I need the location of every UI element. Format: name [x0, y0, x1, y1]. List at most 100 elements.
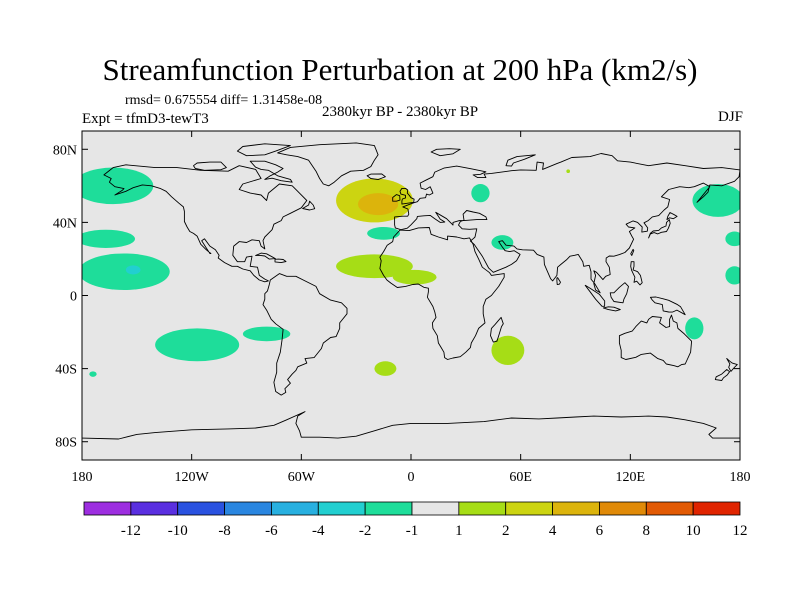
colorbar-swatch	[130, 501, 179, 516]
coast-ireland	[392, 194, 401, 202]
coast-iceland	[366, 173, 386, 181]
colorbar-swatch	[505, 501, 553, 516]
coast-newfoundland	[302, 200, 316, 211]
colorbar: -12 -10 -8 -6 -4 -2 -1 1 2 4 6 8 10 12	[83, 501, 748, 539]
lon-tick-label: 120E	[616, 470, 646, 485]
lon-tick-label: 0	[408, 470, 415, 485]
colorbar-label: -12	[121, 523, 141, 539]
coast-cuba	[255, 252, 276, 260]
lon-tick-label: 120W	[175, 470, 210, 485]
plot-area	[81, 130, 741, 461]
coast-taiwan	[630, 248, 635, 256]
coast-eurasia	[394, 153, 741, 294]
anomaly-scandinavia-low	[471, 184, 490, 203]
colorbar-label: -6	[265, 523, 278, 539]
experiment-label: Expt = tfmD3-tewT3	[82, 111, 209, 127]
colorbar-label: -1	[406, 523, 419, 539]
colorbar-swatch	[552, 501, 600, 516]
lat-tick-label: 0	[70, 290, 77, 305]
map-title: Streamfunction Perturbation at 200 hPa (…	[102, 52, 698, 87]
coast-greenland	[277, 142, 379, 187]
colorbar-label: 1	[455, 523, 463, 539]
colorbar-label: 6	[596, 523, 604, 539]
lon-tick-label: 180	[730, 470, 751, 485]
coast-philippines	[630, 261, 643, 286]
coast-africa	[379, 227, 505, 360]
coast-great-britain	[399, 187, 415, 205]
anomaly-subtropical-pacific-low	[82, 229, 135, 248]
coast-madagascar	[490, 316, 504, 343]
coast-sri-lanka	[556, 277, 561, 285]
coast-borneo	[609, 282, 629, 304]
colorbar-label: -8	[218, 523, 231, 539]
coast-antarctica	[81, 411, 740, 440]
anomaly-south-indian-high	[491, 335, 525, 365]
anomaly-layer	[82, 167, 740, 377]
colorbar-swatch	[177, 501, 225, 516]
colorbar-swatch	[271, 501, 319, 516]
anomaly-equatorial-pacific-core	[125, 265, 141, 275]
lat-tick-label: 40N	[53, 216, 77, 231]
colorbar-label: -2	[359, 523, 372, 539]
coast-north-america	[103, 164, 308, 283]
colorbar-label: 2	[502, 523, 510, 539]
coast-victoria-island	[193, 161, 227, 171]
anomaly-south-pacific-small-low	[89, 371, 97, 377]
anomaly-west-africa-high	[336, 254, 413, 279]
colorbar-swatch	[224, 501, 272, 516]
coast-south-america	[262, 273, 348, 396]
anomaly-north-pacific-west-low	[82, 167, 154, 205]
colorbar-label: 12	[733, 523, 748, 539]
lon-tick-label: 60W	[288, 470, 316, 485]
anomaly-west-pacific-equatorial-low	[725, 266, 740, 285]
coast-japan	[648, 219, 671, 239]
axis-ticks: 80N 40N 0 40S 80S 180 120W 60W 0 60E 120E 180	[53, 131, 751, 485]
anomaly-south-america-low	[155, 328, 240, 362]
lat-tick-label: 80N	[53, 143, 77, 158]
colorbar-swatch	[317, 501, 366, 516]
lat-tick-label: 40S	[55, 363, 77, 378]
colorbar-label: 8	[643, 523, 651, 539]
coast-java	[602, 306, 621, 312]
coast-australia	[618, 314, 693, 368]
coast-ellesmere-island	[236, 143, 291, 157]
coast-new-zealand-north	[726, 357, 738, 372]
coast-hokkaido	[666, 212, 678, 221]
anomaly-north-pacific-east-low	[692, 184, 740, 217]
colorbar-label: 4	[549, 523, 557, 539]
colorbar-swatch	[645, 501, 694, 516]
coast-svalbard	[430, 148, 461, 157]
anomaly-south-atlantic-low	[242, 326, 291, 342]
coast-hispaniola	[274, 258, 287, 264]
anomaly-equatorial-pacific-low	[82, 253, 170, 291]
coast-baffin-island	[249, 160, 293, 183]
colorbar-swatch	[458, 501, 507, 516]
anomaly-africa-high-east	[392, 269, 437, 285]
colorbar-label: 10	[686, 523, 701, 539]
anomaly-south-atlantic-high	[374, 361, 397, 376]
colorbar-swatch	[692, 501, 741, 516]
colorbar-label: -4	[312, 523, 325, 539]
coastlines	[81, 142, 741, 440]
anomaly-australia-low	[685, 317, 704, 340]
coast-new-guinea	[649, 296, 686, 316]
season-label: DJF	[717, 109, 743, 125]
rmsd-diff-stats: rmsd= 0.675554 diff= 1.31458e-08	[125, 93, 323, 108]
anomaly-north-atlantic-core	[357, 193, 399, 216]
coast-new-zealand-south	[714, 369, 731, 381]
map-background	[82, 131, 740, 460]
colorbar-swatch	[411, 501, 460, 516]
anomaly-europe-low	[367, 226, 401, 240]
colorbar-swatch	[364, 501, 413, 516]
anomaly-west-pacific-low	[725, 231, 740, 247]
anomaly-siberia-small-high	[566, 169, 571, 174]
lon-tick-label: 180	[72, 470, 93, 485]
anomaly-arabia-low	[491, 235, 514, 250]
coast-sumatra	[584, 284, 606, 307]
colorbar-swatch	[599, 501, 647, 516]
lon-tick-label: 60E	[509, 470, 532, 485]
lat-tick-label: 80S	[55, 436, 77, 451]
period-label: 2380kyr BP - 2380kyr BP	[322, 104, 479, 120]
colorbar-swatch	[83, 501, 132, 516]
